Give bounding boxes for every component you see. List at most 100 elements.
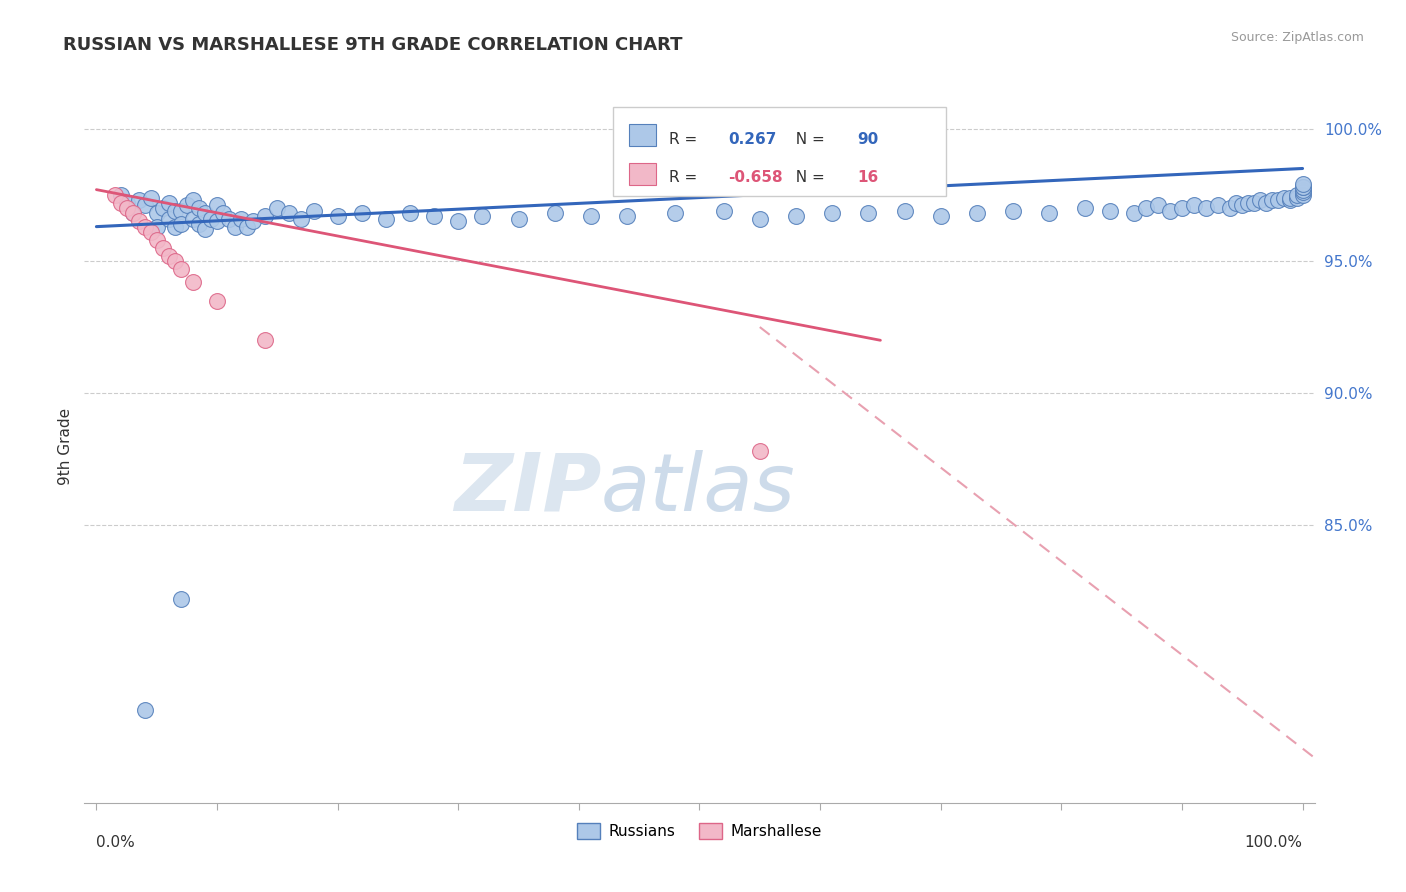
Point <box>205 214 228 228</box>
Point <box>181 275 204 289</box>
Point <box>1291 180 1313 194</box>
Point <box>194 222 217 236</box>
Point <box>748 211 770 226</box>
Text: Source: ZipAtlas.com: Source: ZipAtlas.com <box>1230 31 1364 45</box>
Point <box>713 203 735 218</box>
Point <box>187 217 209 231</box>
Point <box>1243 195 1265 210</box>
Point <box>1171 201 1194 215</box>
Text: R =: R = <box>669 132 702 147</box>
Y-axis label: 9th Grade: 9th Grade <box>58 408 73 484</box>
Point <box>170 261 193 276</box>
Point <box>145 206 167 220</box>
Point <box>374 211 396 226</box>
Point <box>821 206 844 220</box>
Point <box>200 211 222 226</box>
Point <box>1285 190 1308 204</box>
Point <box>1098 203 1121 218</box>
Point <box>134 198 156 212</box>
Point <box>1279 193 1302 207</box>
Point <box>1291 178 1313 192</box>
Point <box>278 206 301 220</box>
Text: 16: 16 <box>858 170 879 186</box>
Point <box>1074 201 1097 215</box>
Point <box>181 211 204 226</box>
Point <box>170 203 193 218</box>
Point <box>1002 203 1025 218</box>
Point <box>194 206 217 220</box>
Point <box>163 203 186 218</box>
Point <box>121 206 143 220</box>
Point <box>205 198 228 212</box>
FancyBboxPatch shape <box>630 125 657 146</box>
Text: ZIP: ZIP <box>454 450 602 528</box>
Point <box>103 188 125 202</box>
Text: 0.267: 0.267 <box>728 132 776 147</box>
Point <box>1291 180 1313 194</box>
Point <box>1038 206 1060 220</box>
Point <box>1195 201 1218 215</box>
Point <box>302 203 325 218</box>
Point <box>1291 186 1313 200</box>
Point <box>785 209 807 223</box>
Point <box>254 333 277 347</box>
Point <box>134 703 156 717</box>
Text: R =: R = <box>669 170 702 186</box>
Point <box>1146 198 1168 212</box>
Point <box>1135 201 1157 215</box>
Point <box>266 201 288 215</box>
Point <box>290 211 312 226</box>
Point <box>1159 203 1181 218</box>
Point <box>115 201 138 215</box>
Point <box>145 219 167 234</box>
Point <box>616 209 638 223</box>
Text: atlas: atlas <box>602 450 796 528</box>
Point <box>1249 193 1271 207</box>
Point <box>447 214 470 228</box>
FancyBboxPatch shape <box>613 107 946 196</box>
Point <box>1122 206 1144 220</box>
Point <box>1225 195 1247 210</box>
Point <box>1237 195 1260 210</box>
Point <box>110 188 132 202</box>
Point <box>1291 188 1313 202</box>
Text: N =: N = <box>786 170 830 186</box>
Text: N =: N = <box>786 132 830 147</box>
Point <box>423 209 446 223</box>
Point <box>176 198 198 212</box>
Point <box>254 209 277 223</box>
Point <box>236 219 259 234</box>
Point <box>231 211 253 226</box>
Point <box>929 209 952 223</box>
Point <box>1261 193 1284 207</box>
Point <box>110 195 132 210</box>
Legend: Russians, Marshallese: Russians, Marshallese <box>571 817 828 845</box>
Point <box>128 214 150 228</box>
Point <box>1267 193 1289 207</box>
Point <box>163 219 186 234</box>
Point <box>1232 198 1254 212</box>
Point <box>1274 190 1296 204</box>
Point <box>1219 201 1241 215</box>
Point <box>152 241 174 255</box>
Point <box>170 217 193 231</box>
Point <box>139 190 162 204</box>
Point <box>471 209 494 223</box>
Point <box>187 201 209 215</box>
Point <box>1182 198 1205 212</box>
Point <box>1206 198 1229 212</box>
Point <box>145 233 167 247</box>
Text: RUSSIAN VS MARSHALLESE 9TH GRADE CORRELATION CHART: RUSSIAN VS MARSHALLESE 9TH GRADE CORRELA… <box>63 36 683 54</box>
Point <box>139 225 162 239</box>
Point <box>544 206 567 220</box>
Point <box>157 249 180 263</box>
Point <box>893 203 915 218</box>
Point <box>157 195 180 210</box>
Point <box>224 219 246 234</box>
Text: -0.658: -0.658 <box>728 170 782 186</box>
Point <box>1291 183 1313 197</box>
Point <box>181 193 204 207</box>
Point <box>218 211 240 226</box>
Point <box>664 206 686 220</box>
Text: 90: 90 <box>858 132 879 147</box>
